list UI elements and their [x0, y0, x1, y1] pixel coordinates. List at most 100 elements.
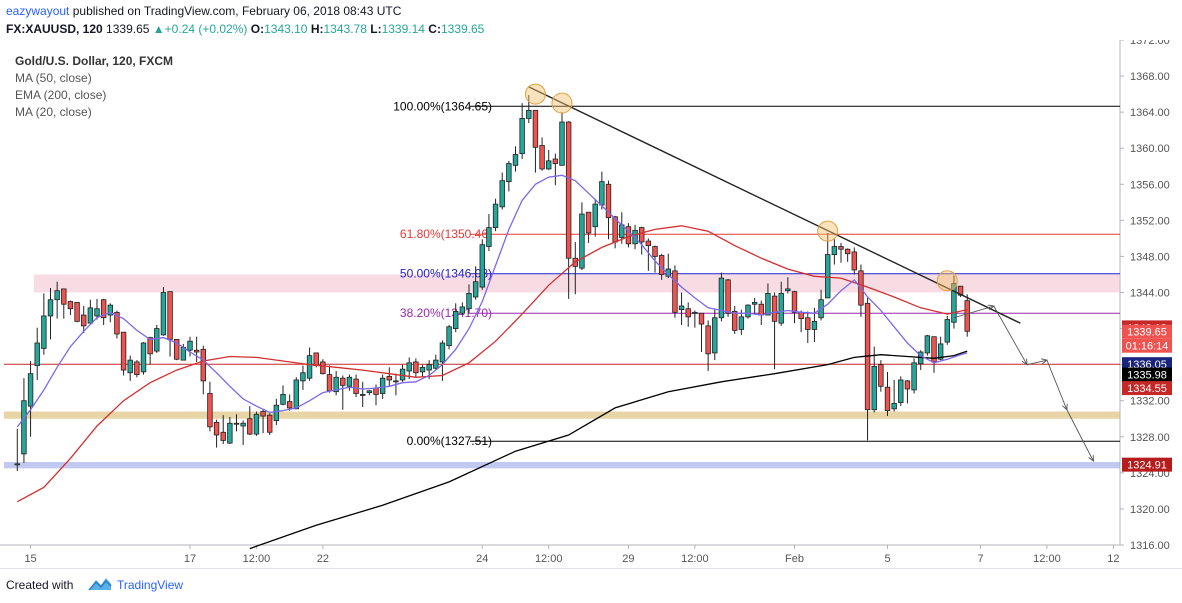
candle-up: [579, 213, 585, 269]
candle-up: [526, 109, 532, 119]
candle-up: [499, 180, 505, 208]
touch-point-circle: [551, 92, 573, 114]
candle-up: [951, 283, 957, 323]
price-tag-bg: [1122, 381, 1172, 396]
candle-up: [253, 413, 260, 435]
open-label: O:: [250, 22, 265, 36]
high-label: H:: [310, 22, 324, 36]
legend-ma20: MA (20, close): [15, 105, 92, 119]
candle-up: [21, 400, 27, 455]
ma20-line: [16, 174, 968, 428]
fib-level-label: 61.80%(1350.46): [400, 227, 492, 241]
candle-up: [160, 292, 167, 336]
candle-up: [831, 246, 838, 256]
candle-down: [353, 378, 359, 394]
candle-down: [685, 308, 691, 318]
candle-up: [778, 293, 784, 324]
candle-down: [81, 314, 87, 327]
candle-up: [280, 394, 286, 405]
legend-symbol: Gold/U.S. Dollar, 120, FXCM: [15, 54, 174, 68]
x-tick-label: 7: [977, 553, 983, 565]
candle-down: [931, 336, 937, 363]
candle-down: [247, 418, 253, 435]
candle-down: [851, 251, 857, 271]
candle-down: [964, 300, 970, 332]
open-value: 1343.10: [264, 22, 308, 36]
low-label: L:: [370, 22, 382, 36]
tradingview-brand-link[interactable]: TradingView: [117, 578, 184, 592]
price-tag-label: 1339.65: [1127, 327, 1167, 339]
candle-up: [439, 342, 446, 363]
candle-up: [898, 379, 904, 403]
price-tag-label: 1335.98: [1127, 370, 1167, 382]
fib-level-label: 0.00%(1327.51): [407, 434, 492, 448]
low-value: 1339.14: [381, 22, 425, 36]
candle-up: [944, 319, 950, 343]
candle-up: [47, 299, 54, 317]
x-tick-label: 29: [622, 553, 634, 565]
candle-up: [419, 366, 426, 373]
indicator-legend: Gold/U.S. Dollar, 120, FXCM MA (50, clos…: [15, 53, 173, 121]
candle-up: [453, 311, 459, 329]
price-tag-label: 1334.55: [1127, 383, 1167, 395]
candle-up: [678, 305, 685, 311]
candle-up: [379, 377, 386, 394]
candle-up: [718, 277, 725, 319]
candle-up: [406, 362, 412, 372]
y-tick-label: 1352.00: [1130, 215, 1170, 227]
candle-down: [386, 375, 392, 381]
candle-down: [200, 348, 206, 382]
candle-up: [433, 359, 439, 369]
candle-down: [539, 145, 545, 170]
candle-up: [712, 317, 718, 354]
candle-down: [805, 317, 811, 330]
candle-up: [360, 394, 366, 396]
touch-point-circle: [524, 83, 546, 105]
ema200-line: [249, 350, 968, 550]
y-tick-label: 1356.00: [1130, 179, 1170, 191]
candle-down: [725, 279, 731, 314]
candle-up: [937, 343, 944, 360]
candle-up: [738, 316, 745, 330]
price-tag-bg: [1122, 457, 1172, 472]
trendline: [528, 86, 1021, 324]
fib-level-label: 100.00%(1364.65): [393, 99, 492, 113]
y-tick-label: 1348.00: [1130, 251, 1170, 263]
high-value: 1343.78: [323, 22, 367, 36]
candle-up: [492, 203, 499, 228]
price-tag-label: 01:16:14: [1126, 341, 1169, 353]
candle-down: [565, 121, 572, 259]
candle-down: [326, 374, 333, 392]
candle-up: [785, 288, 791, 292]
x-tick-label: 5: [884, 553, 890, 565]
candle-down: [193, 349, 200, 353]
author-link[interactable]: eazywayout: [6, 4, 70, 18]
candle-down: [904, 380, 911, 390]
candle-up: [472, 281, 479, 298]
y-tick-label: 1364.00: [1130, 107, 1170, 119]
close-label: C:: [428, 22, 441, 36]
close-value: 1339.65: [440, 22, 485, 36]
price-chart[interactable]: 1316.001320.001324.001328.001332.001336.…: [0, 40, 1182, 568]
symbol-label: FX:XAUUSD, 120: [6, 22, 103, 36]
candle-down: [413, 361, 419, 374]
x-tick-label: 22: [317, 553, 329, 565]
candle-up: [506, 163, 512, 182]
arrow-head: [1088, 455, 1094, 463]
candle-down: [838, 246, 844, 250]
candle-down: [957, 285, 964, 296]
candle-down: [100, 299, 107, 319]
legend-ema200: EMA (200, close): [15, 88, 107, 102]
projection-arrow: [953, 305, 994, 319]
candle-up: [745, 304, 751, 318]
created-with-text: Created with: [6, 578, 74, 592]
projection-arrow: [1026, 359, 1048, 366]
candle-down: [67, 301, 74, 310]
candle-up: [519, 118, 525, 155]
candle-down: [652, 246, 658, 257]
touch-point-circle: [817, 220, 839, 242]
candle-down: [658, 255, 665, 275]
candle-down: [532, 109, 539, 148]
tradingview-logo-icon: [88, 578, 112, 591]
candle-up: [765, 293, 771, 316]
